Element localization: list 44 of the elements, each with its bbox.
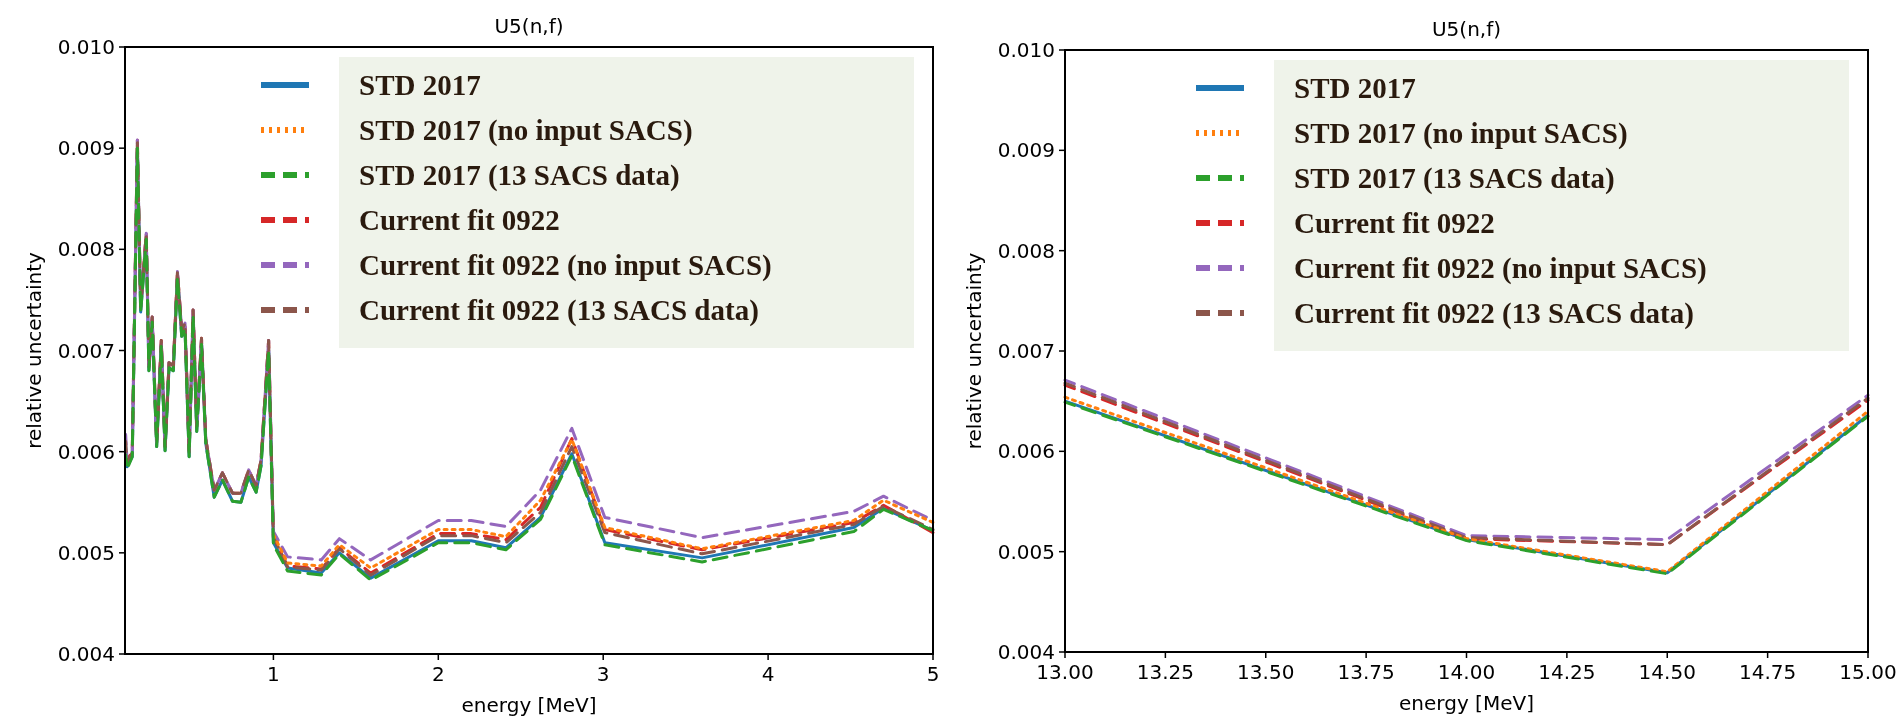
y-tick-label: 0.007 [57, 338, 115, 363]
x-tick-label: 14.50 [1638, 660, 1696, 684]
legend-label: Current fit 0922 (no input SACS) [1294, 252, 1707, 285]
chart-title: U5(n,f) [494, 14, 564, 38]
legend-label: STD 2017 [359, 69, 481, 101]
x-tick-label: 14.25 [1538, 660, 1596, 684]
legend-label: STD 2017 (no input SACS) [1294, 117, 1628, 150]
legend-label: Current fit 0922 (13 SACS data) [359, 294, 759, 327]
legend-label: Current fit 0922 (13 SACS data) [1294, 297, 1694, 330]
legend-label: STD 2017 [1294, 72, 1416, 104]
y-tick-label: 0.005 [57, 540, 115, 565]
x-axis-title: energy [MeV] [1399, 691, 1534, 715]
y-tick-label: 0.010 [57, 35, 115, 59]
x-tick-label: 15.00 [1839, 660, 1897, 684]
y-tick-label: 0.007 [997, 339, 1055, 363]
x-tick-label: 13.75 [1337, 660, 1395, 684]
x-tick-label: 14.00 [1437, 660, 1496, 684]
legend-label: Current fit 0922 [359, 204, 560, 236]
y-tick-label: 0.008 [57, 237, 115, 262]
x-tick-label: 14.75 [1738, 660, 1797, 684]
x-tick-label: 13.25 [1136, 660, 1195, 684]
legend-label: STD 2017 (13 SACS data) [359, 159, 680, 192]
y-axis-title: relative uncertainty [22, 252, 46, 449]
y-tick-label: 0.009 [57, 136, 115, 161]
legend-label: STD 2017 (13 SACS data) [1294, 162, 1615, 195]
x-tick-label: 4 [761, 662, 775, 686]
legend-label: STD 2017 (no input SACS) [359, 114, 693, 147]
y-tick-label: 0.005 [997, 539, 1055, 564]
chart-title: U5(n,f) [1431, 17, 1502, 41]
y-tick-label: 0.006 [57, 439, 115, 464]
legend-label: Current fit 0922 [1294, 207, 1495, 239]
x-tick-label: 2 [431, 662, 445, 686]
y-tick-label: 0.006 [997, 439, 1055, 464]
y-tick-label: 0.004 [57, 642, 115, 666]
y-axis-title: relative uncertainty [962, 252, 986, 450]
x-tick-label: 1 [267, 662, 280, 686]
x-tick-label: 5 [926, 662, 940, 686]
x-tick-label: 3 [596, 662, 610, 686]
y-tick-label: 0.010 [997, 38, 1055, 62]
x-tick-label: 13.50 [1237, 660, 1295, 684]
y-tick-label: 0.008 [997, 238, 1055, 263]
x-axis-title: energy [MeV] [461, 693, 597, 717]
y-tick-label: 0.009 [997, 138, 1055, 163]
legend-label: Current fit 0922 (no input SACS) [359, 249, 772, 282]
